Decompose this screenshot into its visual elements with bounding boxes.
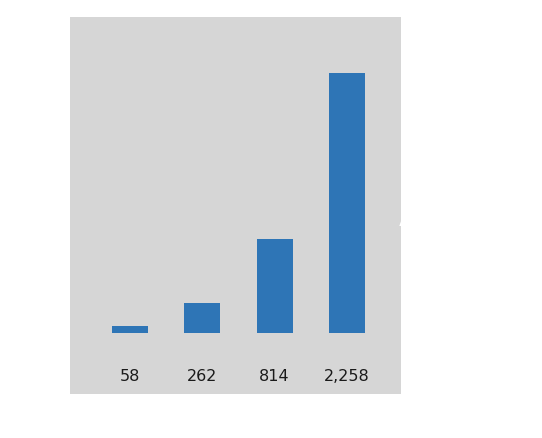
Text: 58: 58 [120, 369, 140, 384]
Text: 814: 814 [259, 369, 290, 384]
Text: 20: 20 [398, 268, 472, 319]
Bar [184, 303, 221, 333]
Text: La: La [398, 226, 468, 278]
Bar [112, 326, 148, 333]
Bar [329, 74, 365, 333]
Text: Ac: Ac [398, 184, 470, 236]
Bar [256, 240, 293, 333]
Text: 262: 262 [187, 369, 217, 384]
Text: 2,258: 2,258 [324, 369, 370, 384]
